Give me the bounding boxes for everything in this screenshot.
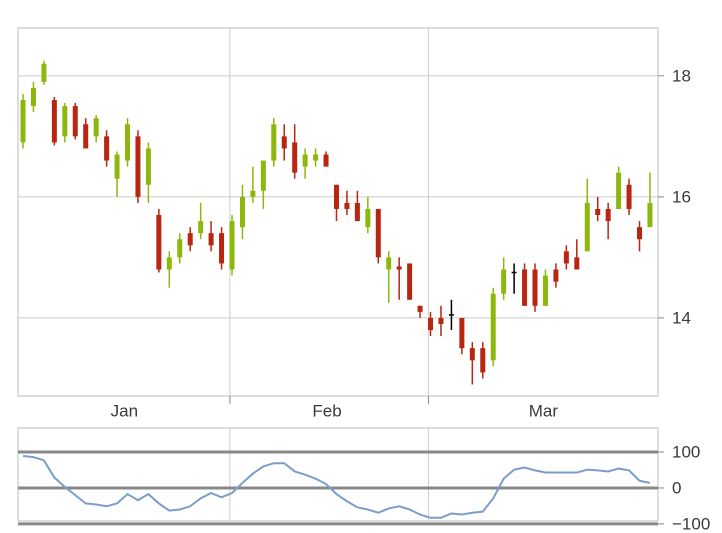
body (553, 269, 559, 282)
body (30, 87, 36, 107)
body (386, 257, 392, 270)
body (229, 221, 235, 270)
body (344, 202, 350, 209)
body (208, 233, 214, 246)
y-tick-label: −100 (672, 514, 710, 533)
body (271, 124, 277, 161)
body (407, 263, 413, 300)
y-tick-label: 100 (672, 443, 700, 462)
body (647, 202, 653, 228)
body (198, 221, 204, 234)
body (20, 100, 26, 143)
body (584, 202, 590, 252)
body (605, 208, 611, 222)
body (62, 106, 68, 137)
x-tick-label: Feb (312, 401, 341, 420)
body (187, 233, 193, 246)
body (616, 172, 622, 209)
indicator-line (22, 455, 651, 519)
body (145, 148, 151, 185)
body (135, 136, 141, 197)
body (313, 154, 319, 161)
body (281, 136, 287, 149)
x-tick-label: Mar (529, 401, 559, 420)
body (292, 142, 298, 173)
body (104, 136, 110, 161)
body (542, 275, 548, 306)
body (72, 106, 78, 137)
body (114, 154, 120, 179)
body (156, 215, 162, 270)
body (323, 154, 329, 167)
body (51, 100, 57, 143)
y-tick-label: 16 (672, 187, 691, 206)
body (41, 63, 47, 82)
body (522, 269, 528, 306)
body (260, 160, 266, 191)
body (511, 271, 517, 274)
body (469, 348, 475, 361)
body (354, 202, 360, 222)
body (417, 305, 423, 312)
body (459, 317, 465, 349)
x-tick-label: Jan (111, 401, 138, 420)
body (365, 208, 371, 228)
body (428, 317, 434, 331)
panel-frame (17, 27, 659, 397)
y-tick-label: 18 (672, 66, 691, 85)
y-tick-label: 0 (672, 478, 681, 497)
body (595, 208, 601, 216)
body (574, 257, 580, 270)
body (448, 314, 454, 316)
body (375, 208, 381, 258)
body (177, 239, 183, 258)
body (438, 317, 444, 324)
body (93, 118, 99, 137)
y-tick-label: 14 (672, 308, 691, 327)
body (219, 233, 225, 264)
body (166, 257, 172, 270)
body (125, 124, 131, 161)
body (250, 190, 256, 197)
body (563, 251, 569, 264)
body (501, 269, 507, 294)
body (480, 348, 486, 373)
body (532, 269, 538, 306)
body (626, 184, 632, 209)
body (396, 266, 402, 270)
body (302, 154, 308, 167)
body (333, 184, 339, 209)
body (490, 293, 496, 361)
body (83, 124, 89, 149)
body (637, 227, 643, 240)
body (239, 196, 245, 228)
panel-frame (17, 427, 659, 522)
